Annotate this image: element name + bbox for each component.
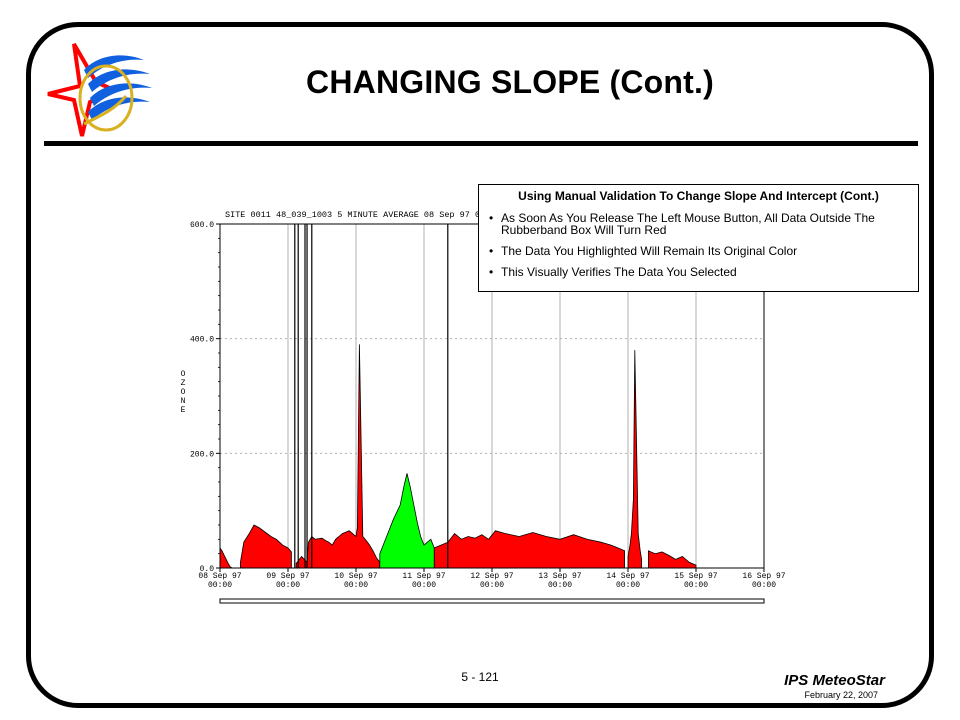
x-tick-label: 11 Sep 97	[402, 572, 445, 581]
series-area-outside	[240, 524, 292, 569]
x-tick-label: 14 Sep 97	[606, 572, 649, 581]
y-tick-label: 600.0	[190, 221, 214, 230]
y-axis-label-letter: O	[181, 388, 186, 397]
x-tick-label: 13 Sep 97	[538, 572, 581, 581]
x-tick-time: 00:00	[344, 581, 368, 590]
series-area-outside	[433, 530, 625, 569]
series-area-outside	[627, 350, 642, 569]
title-divider	[44, 141, 918, 146]
y-axis-ticks: 0.0 200.0 400.0 600.0	[190, 221, 220, 574]
meteostar-logo-icon	[47, 42, 152, 137]
y-axis-label-letter: E	[181, 406, 186, 415]
timeline-scrollbar	[219, 598, 765, 604]
callout-box: Using Manual Validation To Change Slope …	[478, 184, 919, 292]
x-tick-time: 00:00	[684, 581, 708, 590]
callout-heading: Using Manual Validation To Change Slope …	[518, 189, 879, 203]
page-number: 5 - 121	[461, 670, 499, 684]
x-tick-time: 00:00	[412, 581, 436, 590]
slide-date: February 22, 2007	[804, 690, 878, 700]
y-tick-label: 400.0	[190, 336, 214, 345]
series-area-highlighted	[379, 473, 435, 569]
x-tick-label: 09 Sep 97	[266, 572, 309, 581]
brand-name: IPS MeteoStar	[784, 672, 885, 689]
x-tick-time: 00:00	[208, 581, 232, 590]
x-tick-label: 12 Sep 97	[470, 572, 513, 581]
x-tick-time: 00:00	[480, 581, 504, 590]
series-area-outside	[219, 546, 233, 569]
x-tick-label: 08 Sep 97	[198, 572, 241, 581]
x-tick-label: 16 Sep 97	[742, 572, 785, 581]
x-tick-time: 00:00	[752, 581, 776, 590]
chart-header: SITE 0011 48_039_1003 5 MINUTE AVERAGE 0…	[225, 210, 495, 220]
series-area-outside	[648, 550, 697, 569]
x-tick-label: 10 Sep 97	[334, 572, 377, 581]
callout-bullet: As Soon As You Release The Left Mouse Bu…	[487, 212, 910, 236]
x-tick-time: 00:00	[548, 581, 572, 590]
x-tick-time: 00:00	[276, 581, 300, 590]
x-tick-label: 15 Sep 97	[674, 572, 717, 581]
y-tick-label: 200.0	[190, 450, 214, 459]
series-area-outside	[295, 344, 381, 569]
callout-bullet: The Data You Highlighted Will Remain Its…	[487, 245, 910, 257]
y-axis-label-letter: O	[181, 370, 186, 379]
x-tick-time: 00:00	[616, 581, 640, 590]
slide-title: CHANGING SLOPE (Cont.)	[306, 64, 714, 100]
slide-frame	[26, 22, 934, 708]
chart-series	[219, 344, 697, 569]
callout-bullet: This Visually Verifies The Data You Sele…	[487, 266, 910, 278]
y-tick-label: 0.0	[200, 565, 215, 574]
chart-markers	[294, 224, 449, 568]
y-axis-label-letter: N	[181, 397, 186, 406]
y-axis-label-letter: Z	[181, 379, 186, 388]
